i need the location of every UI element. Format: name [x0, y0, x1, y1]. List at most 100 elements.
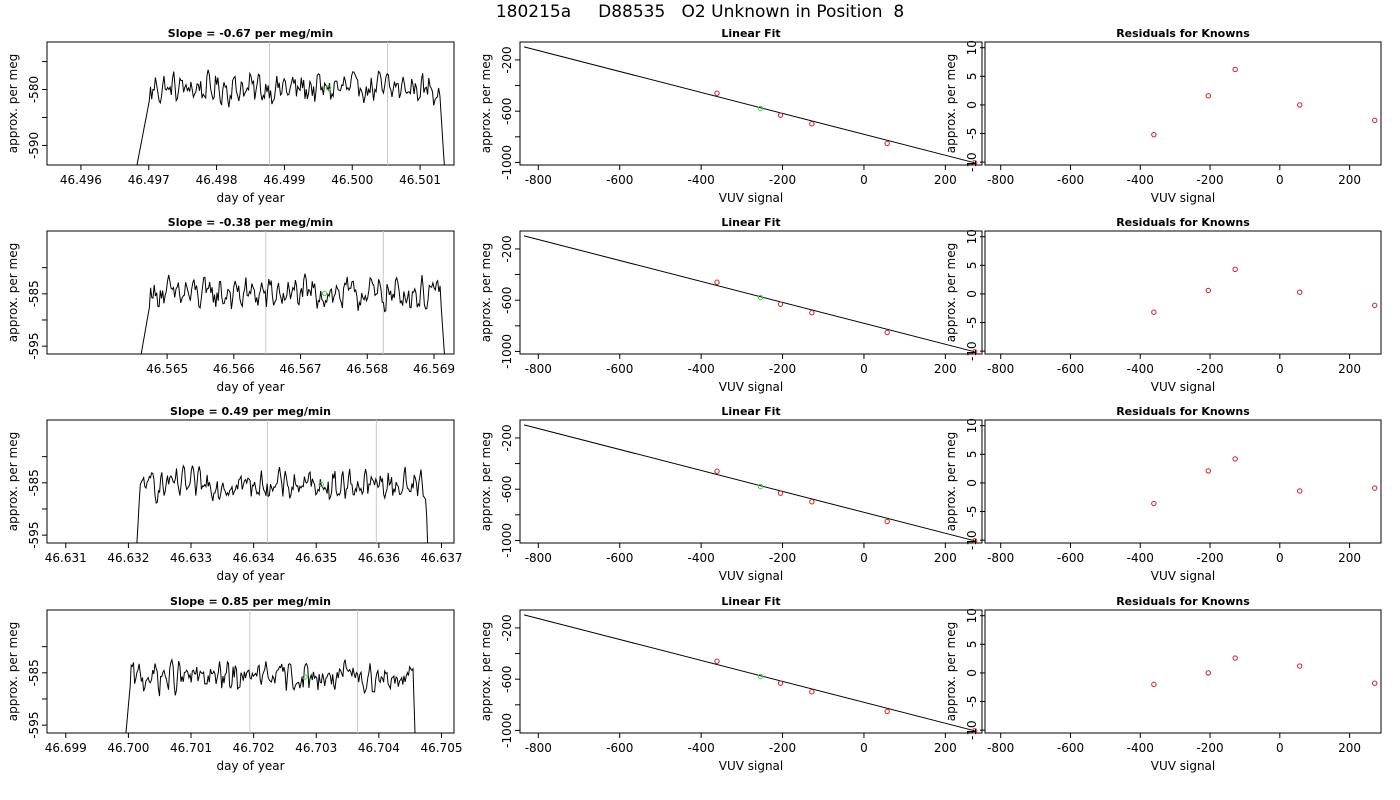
timeseries-panel: Slope = -0.38 per meg/min 46.565 46.566 46.… [6, 216, 455, 394]
x-tick-label: -200 [769, 362, 796, 376]
x-tick-label: -600 [606, 362, 633, 376]
x-tick-label: 46.633 [170, 551, 212, 565]
panel-title: Linear Fit [721, 405, 780, 418]
panel-title: Slope = 0.85 per meg/min [170, 595, 331, 608]
x-tick-label: -200 [1196, 362, 1223, 376]
x-tick-label: -800 [525, 173, 552, 187]
y-axis-label: approx. per meg [944, 622, 958, 721]
panel-title: Residuals for Knowns [1116, 27, 1250, 40]
x-tick-label: -800 [987, 551, 1014, 565]
x-tick-label: -600 [1057, 362, 1084, 376]
x-tick-label: 46.635 [295, 551, 337, 565]
x-axis-label: VUV signal [719, 569, 784, 583]
x-tick-label: 0 [1276, 741, 1284, 755]
plot-frame [984, 419, 1382, 544]
panel-title: Slope = -0.38 per meg/min [168, 216, 333, 229]
linear-fit-panel: Linear Fit -800 -600 -400 -200 0 200 -1000 -600 -… [479, 405, 983, 583]
y-tick-label: -580 [27, 76, 41, 103]
residuals-panel: Residuals for Knowns -800 -600 -400 -200 0 200… [944, 405, 1382, 583]
plot-frame [519, 419, 983, 544]
plot-frame [519, 609, 983, 734]
x-tick-label: -800 [525, 362, 552, 376]
y-axis-label: approx. per meg [479, 54, 493, 153]
known-point [971, 728, 978, 734]
y-axis-label: approx. per meg [6, 622, 20, 721]
x-tick-label: 200 [934, 362, 957, 376]
y-tick-label: -200 [500, 614, 514, 641]
residual-point [1372, 302, 1378, 309]
x-tick-label: -400 [688, 173, 715, 187]
residual-point [1151, 309, 1157, 315]
x-tick-label: 0 [1276, 173, 1284, 187]
x-tick-label: 46.566 [213, 362, 255, 376]
y-axis-label: approx. per meg [944, 54, 958, 153]
residuals-panel: Residuals for Knowns -800 -600 -400 -200 0 200… [944, 27, 1382, 205]
y-tick-label: -200 [500, 235, 514, 262]
y-tick-label: -585 [27, 659, 41, 686]
x-axis-label: VUV signal [719, 759, 784, 773]
x-tick-label: -200 [769, 551, 796, 565]
y-tick-label: -10 [965, 152, 979, 172]
known-point [714, 658, 720, 664]
timeseries-panel: Slope = -0.67 per meg/min 46.496 46.497 46.… [6, 27, 455, 205]
x-tick-label: 46.700 [107, 741, 149, 755]
x-tick-label: 200 [1338, 173, 1361, 187]
x-tick-label: -600 [606, 173, 633, 187]
residual-point [1151, 500, 1157, 507]
known-point [971, 160, 978, 166]
panel-title: Residuals for Knowns [1116, 216, 1250, 229]
unknown-point [757, 483, 764, 490]
x-tick-label: -600 [1057, 173, 1084, 187]
signal-trace-line [136, 464, 429, 543]
y-tick-label: 0 [965, 101, 979, 109]
residual-point [1151, 131, 1157, 138]
linear-fit-panel: Linear Fit -800 -600 -400 -200 0 200 -1000 -600 -… [479, 27, 983, 205]
y-tick-label: -600 [500, 476, 514, 503]
y-tick-label: -5 [965, 506, 979, 518]
timeseries-panel: Slope = 0.49 per meg/min 46.631 46.632 46.6… [6, 405, 462, 583]
plot-frame [46, 419, 455, 544]
residual-point [1205, 287, 1211, 294]
x-tick-label: -400 [1127, 741, 1154, 755]
y-tick-label: 0 [965, 669, 979, 677]
x-axis-label: VUV signal [1151, 569, 1216, 583]
y-tick-label: -200 [500, 424, 514, 451]
y-tick-label: -200 [500, 46, 514, 73]
y-axis-label: approx. per meg [944, 432, 958, 531]
panel-title: Slope = 0.49 per meg/min [170, 405, 331, 418]
unknown-mean-marker [302, 674, 308, 680]
x-axis-label: VUV signal [719, 191, 784, 205]
y-tick-label: -5 [965, 128, 979, 140]
x-axis-label: day of year [216, 380, 284, 394]
x-tick-label: 200 [934, 173, 957, 187]
known-point [809, 689, 815, 695]
known-point [777, 680, 784, 686]
y-axis-label: approx. per meg [479, 622, 493, 721]
y-tick-label: -5 [965, 696, 979, 708]
x-tick-label: 200 [1338, 551, 1361, 565]
x-tick-label: -400 [688, 741, 715, 755]
x-tick-label: 0 [860, 362, 868, 376]
figure-title: 180215a D88535 O2 Unknown in Position 8 [495, 2, 905, 22]
x-axis-label: VUV signal [719, 380, 784, 394]
known-point [714, 468, 720, 474]
x-tick-label: 200 [1338, 741, 1361, 755]
plot-frame [519, 230, 983, 355]
x-tick-label: 46.699 [45, 741, 87, 755]
x-tick-label: -400 [1127, 362, 1154, 376]
x-tick-label: -400 [1127, 551, 1154, 565]
y-tick-label: 10 [965, 40, 979, 55]
known-point [809, 499, 815, 505]
residual-point [1297, 289, 1303, 295]
y-tick-label: -1000 [500, 334, 514, 369]
x-tick-label: 46.631 [45, 551, 87, 565]
x-tick-label: 46.703 [295, 741, 337, 755]
fit-line [523, 46, 975, 164]
signal-trace-line [140, 273, 445, 354]
x-tick-label: -200 [1196, 551, 1223, 565]
timeseries-panel: Slope = 0.85 per meg/min 46.699 46.700 46.7… [6, 595, 462, 773]
fit-line [523, 614, 975, 732]
x-axis-label: VUV signal [1151, 191, 1216, 205]
known-point [777, 490, 784, 496]
y-tick-label: -1000 [500, 713, 514, 748]
